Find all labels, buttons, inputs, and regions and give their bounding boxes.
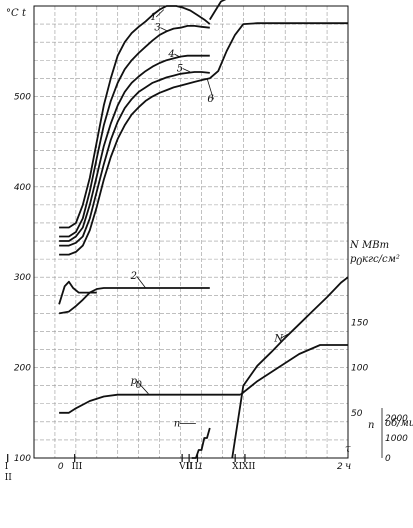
- curve-label: 6: [207, 94, 214, 105]
- curve-leader: [280, 333, 289, 339]
- series-line: [59, 22, 348, 256]
- x-tick-label: 0: [58, 462, 64, 472]
- curve-leader: [160, 27, 169, 32]
- x-axis-label: τ: [345, 444, 351, 455]
- curve-label: 1: [150, 12, 156, 23]
- pressure-axis-label: p: [350, 254, 357, 265]
- curve-leader: [155, 9, 165, 18]
- stage-mark: II: [5, 473, 13, 483]
- y-tick-label: 500: [14, 92, 31, 102]
- speed-tick-label: 2000: [385, 414, 408, 424]
- plot-frame: [33, 5, 349, 459]
- curve-leader: [206, 78, 214, 100]
- curve-leader: [136, 275, 146, 289]
- pressure-axis-sub: 0: [356, 257, 363, 268]
- series-line: [209, 0, 227, 21]
- curve-label-sub: 0: [136, 380, 143, 391]
- speed-tick-label: 0: [385, 454, 391, 464]
- stage-mark: I: [5, 462, 9, 472]
- speed-axis-label: n: [368, 420, 374, 431]
- series-line: [58, 280, 97, 305]
- x-tick-label: 2: [337, 462, 343, 472]
- series-line: [58, 287, 210, 315]
- series-line: [191, 427, 211, 459]
- pressure-axis-unit: кгс/см²: [362, 254, 400, 265]
- curve-leader: [182, 68, 191, 73]
- curve-label: 2: [130, 271, 137, 282]
- power-tick-label: 150: [351, 318, 368, 328]
- stage-mark: XI: [232, 462, 242, 472]
- series-line: [231, 276, 349, 459]
- curve-label: p: [131, 376, 138, 387]
- y-tick-label: 400: [14, 183, 31, 193]
- series-line: [59, 25, 210, 238]
- curve-label: 4: [167, 49, 174, 60]
- series-line: [59, 5, 211, 229]
- stage-mark: XII: [242, 462, 256, 472]
- curve-label: n: [174, 418, 180, 429]
- y-axis-unit: °С: [6, 8, 19, 19]
- series-line: [59, 393, 241, 414]
- y-tick-label: 200: [14, 364, 31, 374]
- stage-mark: III: [72, 462, 83, 472]
- y-tick-label: 100: [14, 454, 31, 464]
- stage-mark: VII: [178, 462, 193, 472]
- stage-mark: I: [194, 462, 198, 472]
- curve-label: 5: [177, 63, 183, 74]
- power-axis-unit: МВт: [361, 240, 389, 251]
- speed-tick-label: 1000: [385, 434, 408, 444]
- series-line: [239, 344, 348, 396]
- power-axis-label: N: [349, 240, 360, 251]
- curve-label: 3: [154, 23, 160, 34]
- curve-leader: [174, 53, 180, 57]
- power-tick-label: 50: [351, 409, 363, 419]
- y-axis-label: t: [22, 8, 27, 19]
- y-tick-label: 300: [14, 273, 31, 283]
- speed-axis-unit: об/мин: [385, 418, 413, 429]
- series-line: [59, 54, 210, 242]
- power-tick-label: 100: [351, 364, 368, 374]
- x-tick-label: 1: [197, 462, 203, 472]
- curve-leader: [136, 380, 149, 395]
- series-line: [59, 71, 210, 247]
- stage-mark: II: [186, 462, 194, 472]
- x-axis-unit: ч: [345, 461, 351, 472]
- curve-label: N: [273, 333, 284, 344]
